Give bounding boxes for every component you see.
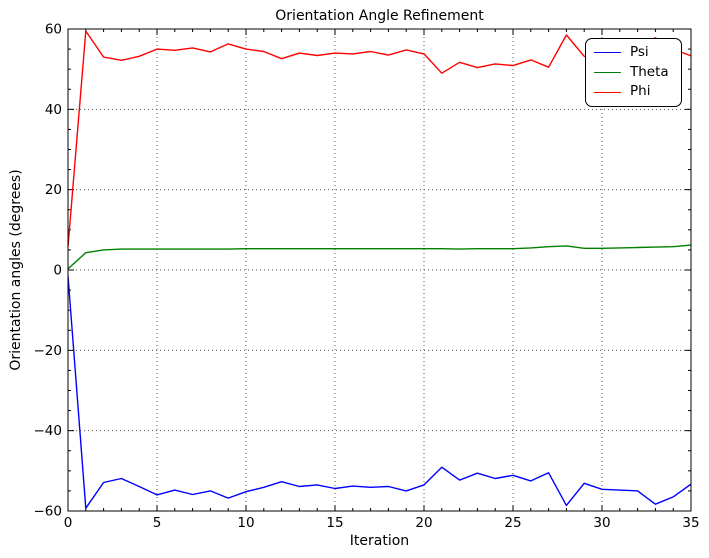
theta-line-swatch bbox=[594, 71, 621, 73]
x-tick-label: 35 bbox=[682, 515, 699, 531]
y-tick-label: 20 bbox=[45, 182, 62, 198]
legend-entry-phi: Phi bbox=[594, 85, 673, 99]
phi-line-swatch bbox=[594, 91, 621, 93]
y-tick-label: 60 bbox=[45, 22, 62, 38]
y-tick-label: −60 bbox=[34, 504, 63, 520]
legend-label-psi: Psi bbox=[630, 44, 649, 61]
x-tick-label: 25 bbox=[504, 515, 521, 531]
legend-label-theta: Theta bbox=[630, 63, 669, 80]
psi-line-swatch bbox=[594, 52, 621, 54]
tick-labels: 0 5 10 15 20 25 30 35 60 40 20 0 −20 −40 −60 bbox=[34, 22, 700, 532]
x-axis-label: Iteration bbox=[349, 533, 410, 549]
series-line-psi bbox=[68, 275, 691, 509]
x-tick-label: 10 bbox=[237, 515, 254, 531]
x-tick-label: 0 bbox=[64, 515, 73, 531]
series-line-theta bbox=[68, 244, 691, 270]
y-tick-label: −20 bbox=[34, 343, 63, 359]
y-tick-label: 0 bbox=[53, 263, 62, 279]
x-tick-label: 5 bbox=[153, 515, 162, 531]
y-tick-label: 40 bbox=[45, 102, 62, 118]
legend-entry-theta: Theta bbox=[594, 63, 673, 80]
y-axis-label: Orientation angles (degrees) bbox=[8, 169, 24, 371]
legend: Psi Theta Phi bbox=[585, 38, 682, 107]
x-tick-label: 20 bbox=[415, 515, 432, 531]
legend-entry-psi: Psi bbox=[594, 46, 673, 60]
chart-title: Orientation Angle Refinement bbox=[275, 8, 484, 24]
axes-frame bbox=[67, 28, 692, 512]
x-tick-label: 30 bbox=[593, 515, 610, 531]
legend-label-phi: Phi bbox=[630, 83, 651, 100]
x-tick-label: 15 bbox=[326, 515, 343, 531]
grid bbox=[68, 29, 691, 511]
y-tick-label: −40 bbox=[34, 423, 63, 439]
